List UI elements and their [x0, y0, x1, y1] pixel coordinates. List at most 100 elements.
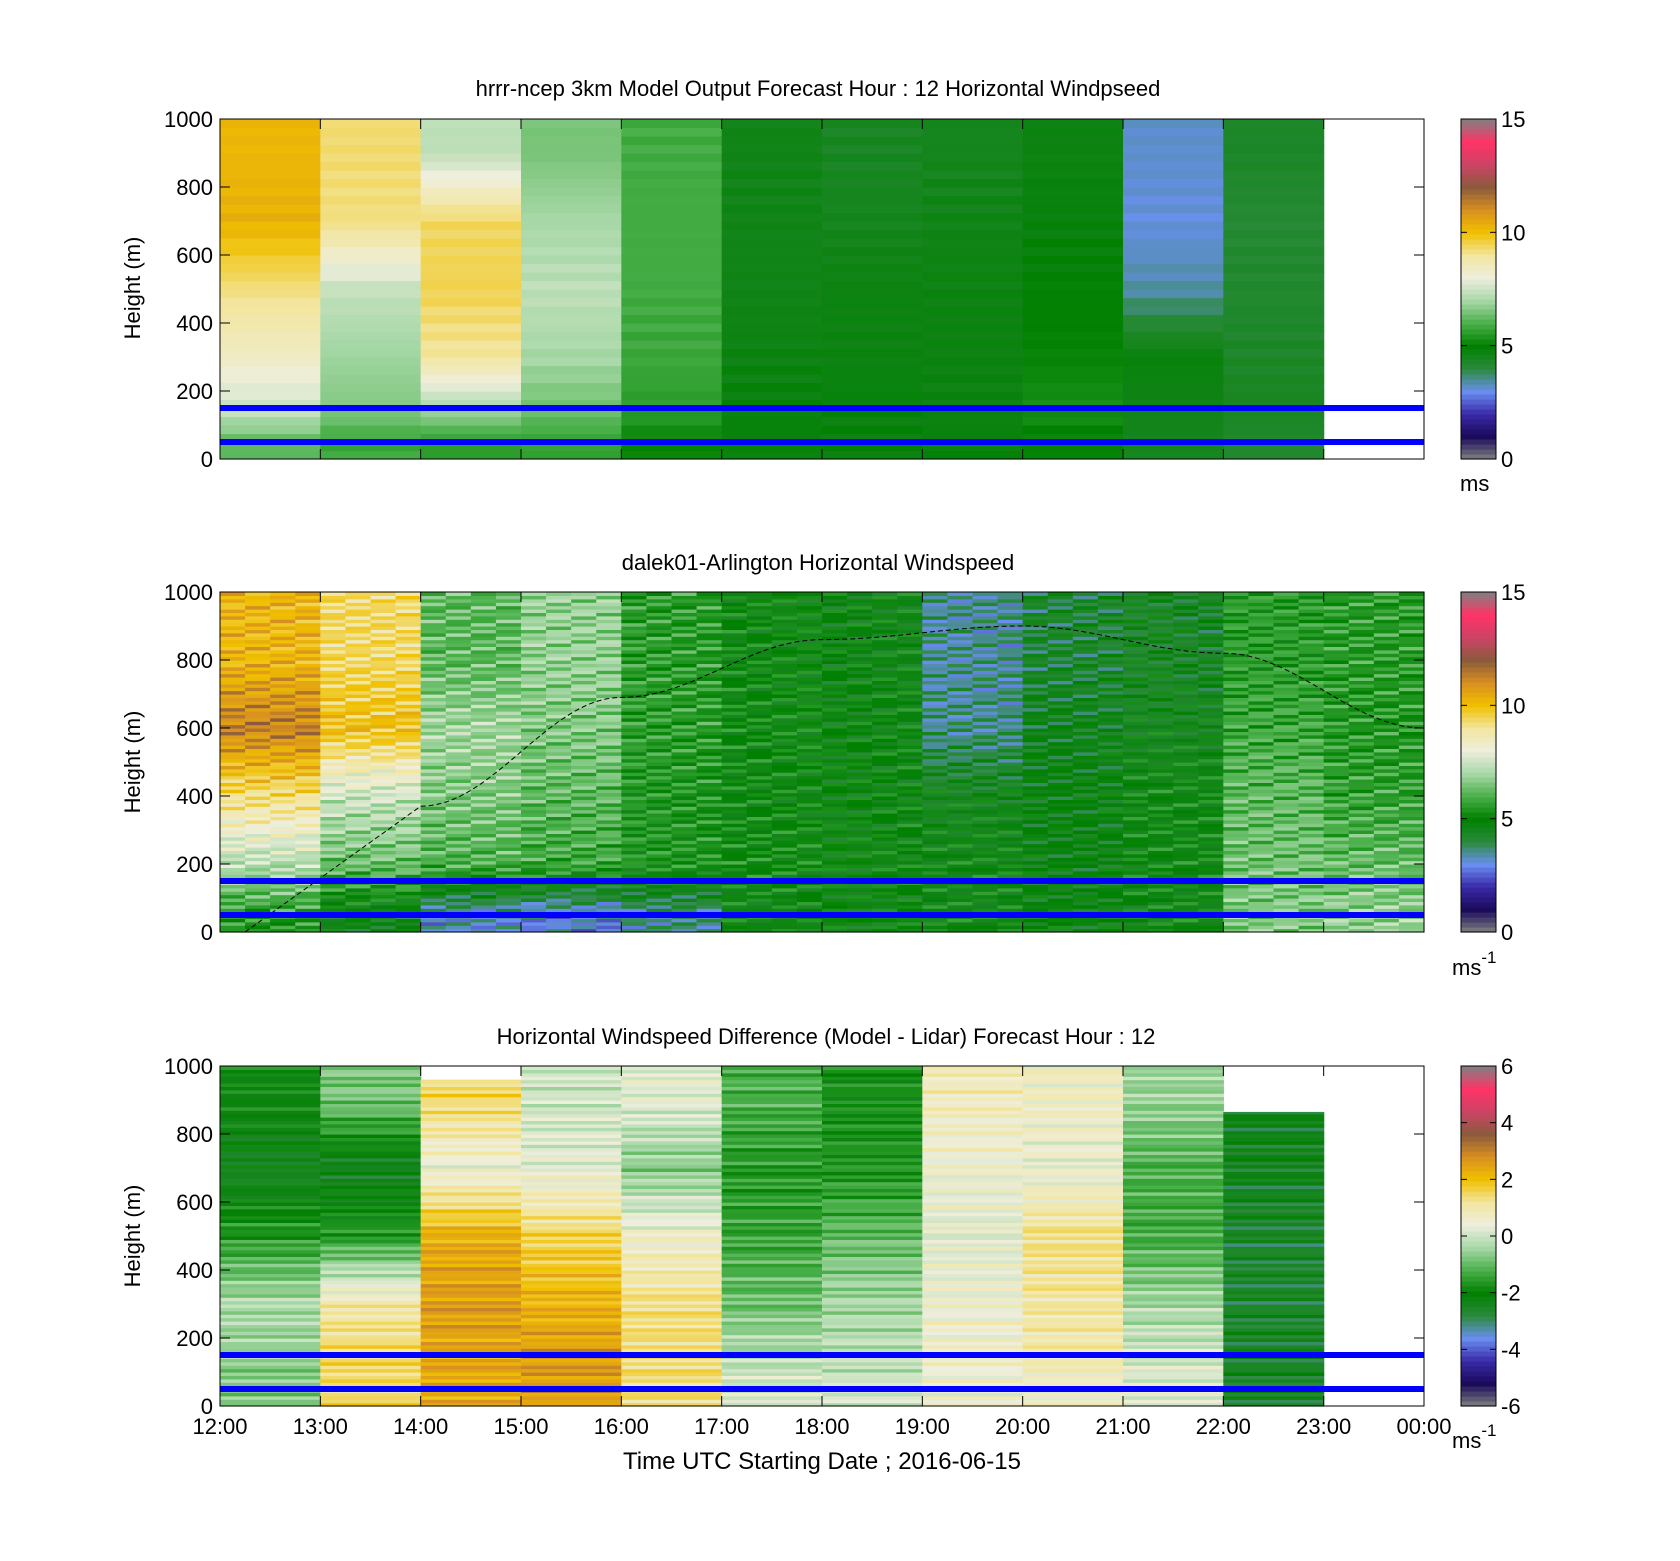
heatmap-cell	[1248, 626, 1275, 630]
heatmap-cell	[947, 816, 974, 821]
heatmap-cell	[571, 830, 597, 834]
heatmap-cell	[847, 918, 873, 923]
heatmap-cell	[897, 677, 923, 681]
heatmap-cell	[822, 765, 848, 770]
heatmap-cell	[1123, 789, 1149, 794]
heatmap-cell	[1223, 442, 1325, 452]
heatmap-cell	[1072, 833, 1099, 838]
heatmap-cell	[596, 700, 622, 705]
heatmap-cell	[445, 853, 472, 858]
heatmap-cell	[521, 894, 547, 899]
heatmap-cell	[671, 673, 698, 678]
heatmap-cell	[847, 724, 873, 729]
heatmap-cell	[671, 921, 698, 926]
heatmap-cell	[546, 629, 572, 634]
heatmap-cell	[721, 195, 823, 205]
heatmap-cell	[671, 894, 698, 899]
heatmap-cell	[1123, 711, 1149, 715]
heatmap-cell	[746, 830, 773, 834]
heatmap-cell	[420, 187, 522, 197]
heatmap-cell	[220, 785, 246, 790]
heatmap-cell	[872, 660, 898, 664]
heatmap-cell	[1047, 728, 1074, 732]
heatmap-cell	[646, 904, 673, 909]
heatmap-cell	[822, 847, 848, 851]
heatmap-cell	[270, 677, 296, 681]
heatmap-cell	[696, 639, 723, 644]
heatmap-cell	[1047, 850, 1074, 855]
heatmap-cell	[320, 700, 347, 705]
heatmap-cell	[1097, 609, 1124, 613]
heatmap-cell	[420, 894, 447, 899]
heatmap-cell	[420, 847, 447, 851]
heatmap-cell	[1223, 221, 1325, 231]
heatmap-cell	[1097, 649, 1124, 654]
heatmap-cell	[847, 632, 873, 637]
heatmap-cell	[445, 745, 472, 749]
heatmap-cell	[1123, 348, 1224, 358]
heatmap-cell	[596, 694, 622, 698]
heatmap-cell	[245, 646, 271, 651]
heatmap-cell	[972, 731, 999, 736]
heatmap-cell	[847, 714, 873, 719]
heatmap-cell	[445, 602, 472, 607]
heatmap-cell	[796, 745, 823, 749]
heatmap-cell	[521, 195, 622, 205]
heatmap-cell	[345, 680, 372, 685]
heatmap-cell	[1022, 612, 1049, 617]
heatmap-cell	[1248, 802, 1275, 807]
heatmap-cell	[822, 204, 923, 214]
heatmap-cell	[1022, 127, 1124, 137]
heatmap-cell	[796, 694, 823, 698]
heatmap-cell	[370, 768, 397, 773]
heatmap-cell	[947, 898, 974, 902]
heatmap-cell	[1273, 660, 1300, 664]
heatmap-cell	[997, 785, 1024, 790]
heatmap-cell	[922, 365, 1024, 375]
heatmap-cell	[1047, 629, 1074, 634]
heatmap-cell	[696, 595, 723, 600]
heatmap-cell	[495, 823, 522, 828]
heatmap-cell	[546, 901, 572, 906]
heatmap-cell	[220, 374, 321, 384]
heatmap-cell	[1223, 178, 1325, 188]
heatmap-cell	[320, 272, 422, 282]
heatmap-cell	[822, 901, 848, 906]
heatmap-cell	[546, 802, 572, 807]
heatmap-cell	[922, 918, 949, 923]
heatmap-cell	[922, 649, 949, 654]
heatmap-cell	[847, 813, 873, 817]
heatmap-cell	[1223, 382, 1325, 392]
heatmap-cell	[1097, 605, 1124, 610]
colorbar-segment	[1461, 299, 1496, 305]
heatmap-cell	[771, 609, 798, 613]
heatmap-cell	[571, 602, 597, 607]
panel-lidar: dalek01-Arlington Horizontal Windspeed H…	[120, 550, 1525, 980]
heatmap-cell	[1273, 615, 1300, 620]
heatmap-cell	[521, 898, 547, 902]
heatmap-cell	[495, 738, 522, 743]
heatmap-cell	[922, 666, 949, 671]
heatmap-cell	[646, 796, 673, 800]
heatmap-cell	[1173, 734, 1199, 739]
heatmap-cell	[1022, 340, 1124, 350]
heatmap-cell	[1097, 802, 1124, 807]
heatmap-cell	[1298, 619, 1325, 624]
heatmap-cell	[1022, 840, 1049, 845]
heatmap-cell	[1123, 229, 1224, 239]
heatmap-cell	[596, 830, 622, 834]
heatmap-cell	[521, 918, 547, 923]
heatmap-cell	[1198, 683, 1224, 688]
heatmap-cell	[370, 670, 397, 675]
heatmap-cell	[947, 609, 974, 613]
heatmap-cell	[822, 768, 848, 773]
heatmap-cell	[245, 884, 271, 889]
heatmap-cell	[721, 694, 748, 698]
heatmap-cell	[345, 758, 372, 763]
heatmap-cell	[1273, 884, 1300, 889]
heatmap-cell	[947, 721, 974, 726]
heatmap-cell	[420, 238, 522, 248]
heatmap-cell	[972, 802, 999, 807]
heatmap-cell	[571, 857, 597, 862]
heatmap-cell	[1022, 598, 1049, 603]
